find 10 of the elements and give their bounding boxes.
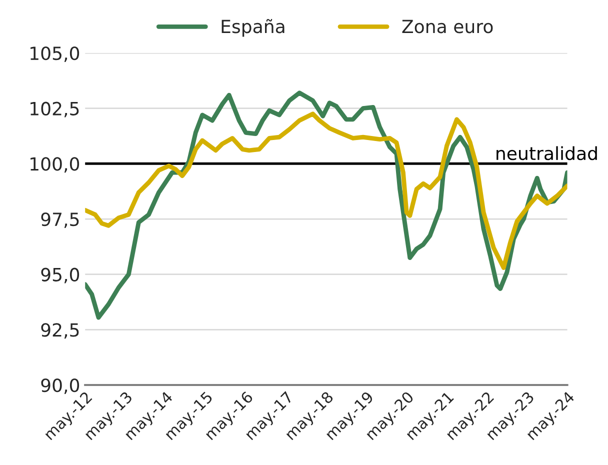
- legend-label: Zona euro: [402, 20, 493, 34]
- y-tick-label: 100,0: [30, 157, 80, 173]
- y-tick-label: 95,0: [41, 268, 80, 284]
- y-tick-label: 102,5: [30, 102, 79, 118]
- y-tick-label: 92,5: [41, 323, 79, 339]
- y-tick-label: 105,0: [30, 46, 80, 62]
- y-tick-label: 97,5: [41, 212, 79, 228]
- legend-label: España: [222, 18, 284, 37]
- ref-line-label: neutralidad: [496, 146, 597, 160]
- y-tick-label: 90,0: [41, 378, 80, 394]
